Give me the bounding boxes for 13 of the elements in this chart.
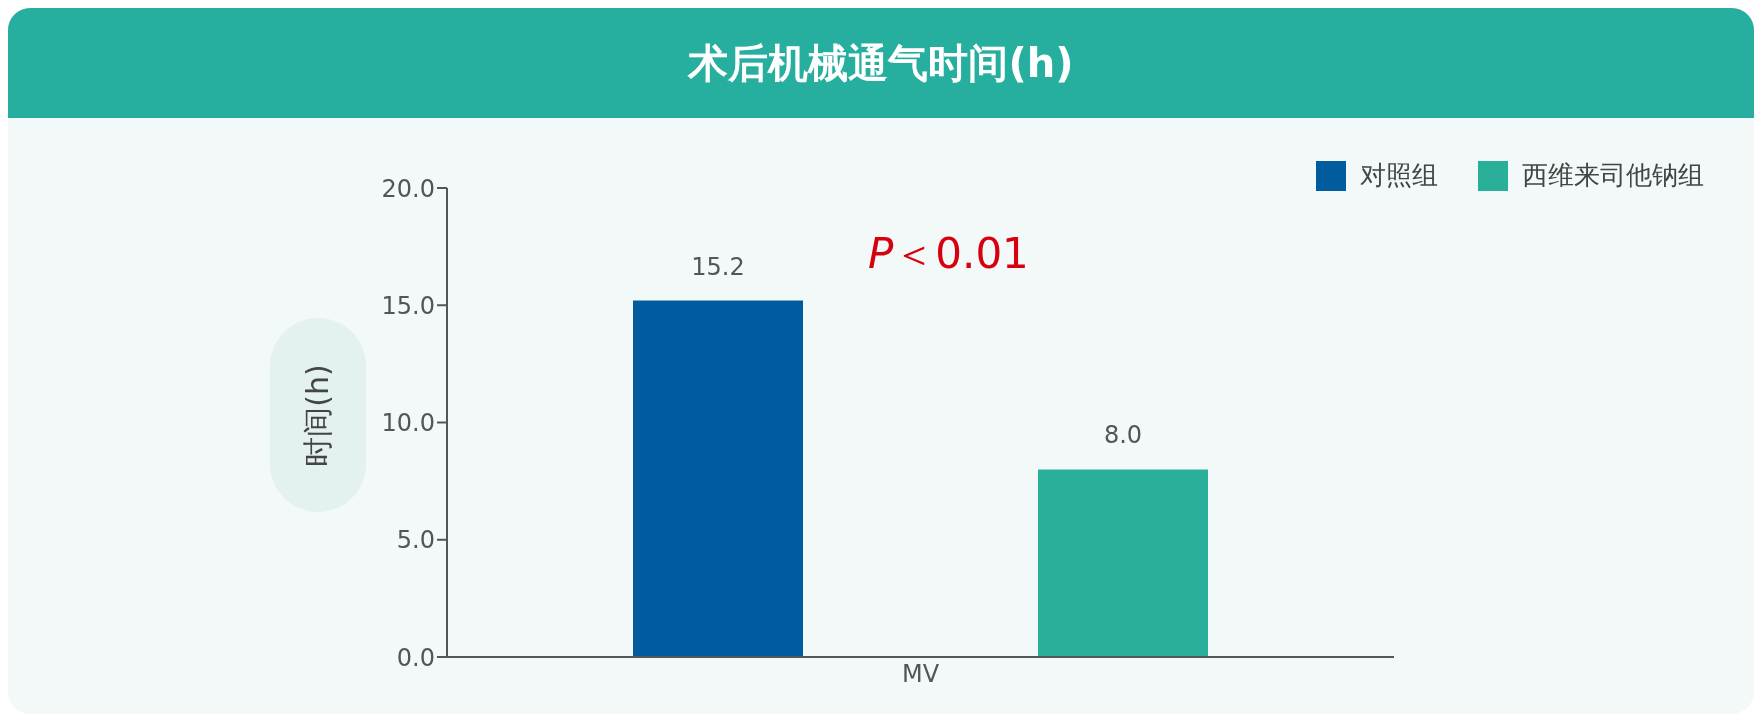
y-tick-label: 10.0 [381, 409, 435, 438]
chart-title: 术后机械通气时间(h) [8, 8, 1754, 118]
y-tick-label: 20.0 [381, 174, 435, 203]
data-label: 15.2 [691, 252, 745, 281]
data-label: 8.0 [1103, 421, 1143, 450]
legend-label: 西维来司他钠组 [1522, 159, 1704, 192]
annotation: P＜0.01 [868, 228, 1029, 280]
legend-label: 对照组 [1360, 159, 1438, 192]
x-tick-label: MV [901, 660, 940, 689]
y-tick-label: 15.0 [381, 291, 435, 320]
y-tick-label: 0.0 [396, 643, 435, 672]
y-axis-title: 时间(h) [298, 363, 336, 467]
y-tick-label: 5.0 [396, 526, 435, 555]
